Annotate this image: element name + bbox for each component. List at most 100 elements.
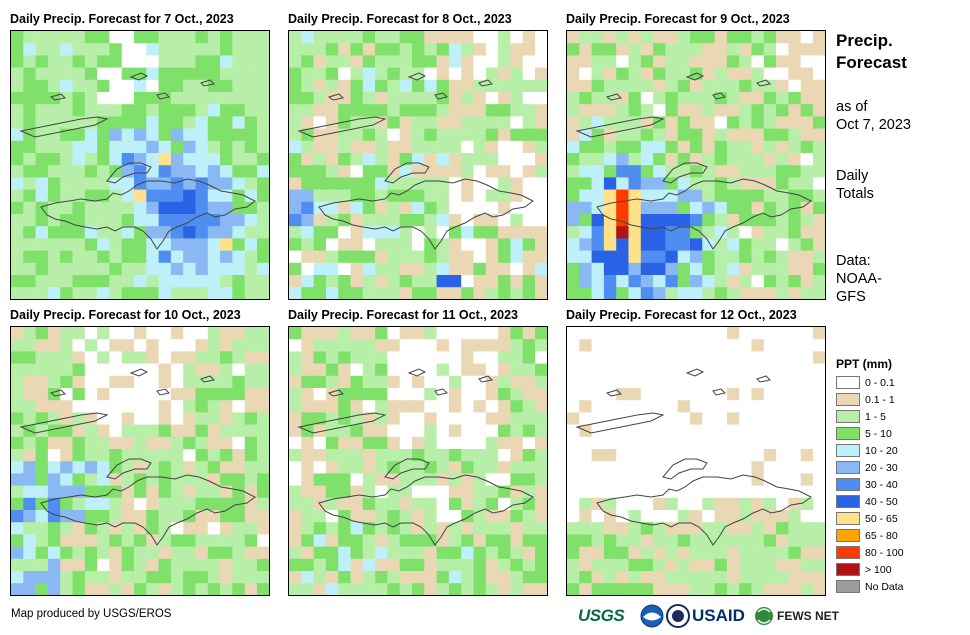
precip-cell: [412, 226, 425, 239]
precip-cell: [535, 558, 547, 572]
precip-cell: [702, 189, 715, 203]
precip-cell: [702, 55, 715, 68]
coastline: [129, 368, 149, 377]
precip-cell: [109, 214, 122, 227]
precip-cell: [473, 250, 487, 264]
precip-cell: [23, 363, 36, 377]
precip-cell: [485, 412, 499, 425]
precip-cell: [461, 400, 474, 413]
precip-cell: [677, 31, 691, 44]
precip-cell: [436, 165, 450, 178]
precip-cell: [461, 546, 474, 560]
precip-cell: [776, 327, 789, 340]
coastline: [327, 93, 345, 101]
precip-cell: [195, 583, 209, 595]
precip-cell: [11, 177, 24, 190]
precip-cell: [232, 363, 245, 377]
precip-cell: [665, 375, 678, 389]
precip-cell: [97, 275, 110, 288]
precip-cell: [338, 165, 351, 178]
precip-cell: [702, 436, 715, 450]
precip-cell: [257, 497, 269, 511]
panel-title: Daily Precip. Forecast for 12 Oct., 2023: [566, 308, 797, 322]
precip-cell: [387, 412, 400, 425]
precip-cell: [301, 339, 314, 352]
precip-cell: [232, 214, 245, 227]
precip-cell: [11, 546, 24, 560]
precip-cell: [195, 375, 209, 389]
coastline: [575, 412, 665, 434]
precip-cell: [412, 201, 425, 215]
precip-cell: [485, 400, 499, 413]
precip-cell: [301, 363, 314, 377]
precip-cell: [301, 104, 314, 117]
precip-cell: [813, 275, 825, 288]
precip-cell: [616, 238, 629, 251]
precip-cell: [714, 177, 728, 190]
precip-cell: [35, 424, 49, 438]
precip-cell: [603, 104, 617, 117]
precip-cell: [60, 327, 73, 340]
precip-cell: [97, 214, 110, 227]
precip-cell: [23, 436, 36, 450]
precip-cell: [387, 214, 400, 227]
precip-cell: [665, 327, 678, 340]
precip-cell: [313, 327, 327, 340]
precip-cell: [195, 153, 209, 166]
precip-cell: [702, 92, 715, 105]
precip-cell: [579, 67, 592, 81]
precip-cell: [195, 55, 209, 68]
precip-cell: [567, 287, 580, 299]
precip-cell: [399, 153, 413, 166]
precip-cell: [603, 226, 617, 239]
precip-cell: [183, 412, 196, 425]
precip-cell: [763, 558, 777, 572]
precip-cell: [603, 238, 617, 251]
precip-cell: [424, 497, 437, 511]
precip-cell: [207, 461, 221, 474]
legend-swatch: [836, 580, 860, 593]
precip-cell: [628, 67, 642, 81]
precip-cell: [232, 238, 245, 251]
precip-cell: [220, 424, 233, 438]
precip-cell: [628, 510, 642, 523]
precip-cell: [498, 424, 511, 438]
precip-cell: [47, 67, 61, 81]
precip-cell: [714, 510, 728, 523]
precip-cell: [146, 497, 159, 511]
precip-cell: [640, 388, 654, 401]
precip-cell: [800, 363, 814, 377]
precip-cell: [714, 351, 728, 364]
precip-cell: [677, 546, 691, 560]
precip-cell: [726, 214, 740, 227]
precip-cell: [702, 262, 715, 276]
precip-cell: [763, 400, 777, 413]
precip-cell: [97, 104, 110, 117]
precip-cell: [350, 436, 364, 450]
precip-cell: [436, 461, 450, 474]
precip-cell: [616, 388, 629, 401]
precip-cell: [72, 214, 86, 227]
precip-cell: [800, 510, 814, 523]
precip-cell: [424, 226, 437, 239]
precip-cell: [485, 79, 499, 93]
precip-cell: [72, 363, 86, 377]
precip-cell: [35, 165, 49, 178]
precip-cell: [498, 92, 511, 105]
precip-cell: [375, 473, 388, 486]
precip-cell: [375, 287, 388, 299]
precip-cell: [690, 400, 703, 413]
precip-cell: [498, 177, 511, 190]
precip-cell: [387, 327, 400, 340]
precip-cell: [84, 522, 98, 535]
precip-cell: [72, 165, 86, 178]
precip-cell: [195, 67, 209, 81]
precip-cell: [424, 287, 437, 299]
precip-cell: [183, 351, 196, 364]
precip-cell: [510, 116, 523, 129]
precip-cell: [412, 546, 425, 560]
precip-cell: [726, 177, 740, 190]
precip-cell: [702, 375, 715, 389]
precip-cell: [702, 461, 715, 474]
precip-cell: [146, 79, 159, 93]
